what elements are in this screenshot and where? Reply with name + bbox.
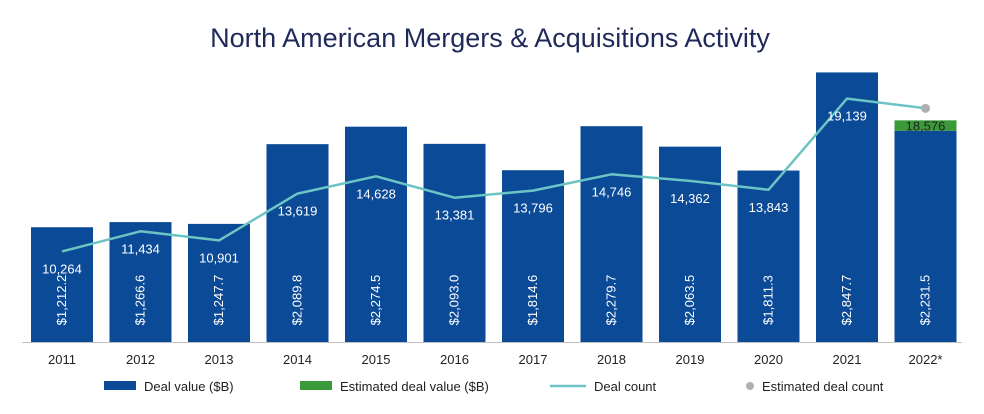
legend-estimated-deal-value-label: Estimated deal value ($B): [340, 379, 489, 394]
x-tick-label: 2012: [126, 352, 155, 367]
deal-value-bar: [423, 143, 486, 342]
legend-estimated-deal-value-swatch: [300, 381, 332, 390]
deal-value-bar: [345, 126, 407, 342]
legend-deal-value-label: Deal value ($B): [144, 379, 234, 394]
legend-estimated-deal-count-swatch: [746, 382, 754, 390]
deal-count-label: 13,381: [435, 208, 475, 223]
x-tick-label: 2014: [283, 352, 312, 367]
deal-count-label: 19,139: [827, 109, 867, 124]
deal-count-label: 13,796: [513, 201, 553, 216]
deal-count-label: 10,901: [199, 250, 239, 265]
x-tick-label: 2016: [440, 352, 469, 367]
deal-value-label: $1,814.6: [525, 275, 540, 326]
estimated-deal-value-bar: [894, 120, 957, 131]
deal-count-line: [61, 97, 926, 253]
x-tick-label: 2015: [362, 352, 391, 367]
estimated-deal-count-marker: [921, 103, 930, 113]
legend-deal-value-swatch: [104, 381, 136, 390]
x-tick-label: 2011: [48, 352, 76, 367]
deal-value-label: $2,847.7: [839, 275, 854, 326]
legend: Deal value ($B) Estimated deal value ($B)…: [104, 379, 884, 394]
deal-count-label: 14,362: [670, 191, 710, 206]
deal-value-bar: [580, 126, 643, 342]
deal-value-bar: [266, 144, 329, 342]
deal-count-label: 13,619: [278, 204, 318, 219]
deal-value-bar: [502, 170, 564, 342]
x-tick-label: 2013: [205, 352, 234, 367]
deal-value-bar: [894, 130, 957, 342]
x-tick-label: 2019: [676, 352, 705, 367]
deal-value-label: $1,212.2: [54, 275, 69, 326]
deal-value-label: $1,266.6: [133, 275, 148, 326]
deal-count-label: 14,628: [356, 186, 396, 201]
deal-count-label: 14,746: [592, 184, 632, 199]
deal-value-bar: [188, 223, 250, 342]
deal-count-label: 13,843: [749, 200, 789, 215]
legend-estimated-deal-count-label: Estimated deal count: [762, 379, 884, 394]
x-tick-label: 2017: [519, 352, 548, 367]
deal-value-label: $2,274.5: [368, 275, 383, 326]
legend-deal-count-label: Deal count: [594, 379, 657, 394]
deal-value-label: $2,279.7: [604, 275, 619, 326]
deal-value-bar: [737, 170, 800, 342]
deal-count-label: 11,434: [121, 241, 160, 256]
plot-area: $1,212.2 2011 $1,266.6 2012 $1,247.7 2013 $2,0…: [22, 72, 962, 367]
deal-value-bar: [109, 222, 172, 342]
deal-value-label: $2,093.0: [447, 275, 462, 326]
deal-value-bar: [816, 72, 878, 343]
deal-count-label: 18,576: [906, 118, 946, 133]
deal-count-label: 10,264: [42, 261, 82, 276]
deal-value-label: $1,247.7: [211, 275, 226, 326]
x-tick-label: 2020: [754, 352, 783, 367]
deal-value-label: $1,811.3: [761, 275, 776, 325]
x-tick-label: 2021: [833, 352, 862, 367]
deal-value-label: $2,063.5: [682, 275, 697, 326]
deal-value-label: $2,231.5: [918, 275, 933, 326]
chart-title: North American Mergers & Acquisitions Ac…: [210, 23, 770, 53]
deal-value-label: $2,089.8: [290, 275, 305, 326]
x-tick-label: 2018: [597, 352, 626, 367]
x-tick-label: 2022*: [909, 352, 943, 367]
